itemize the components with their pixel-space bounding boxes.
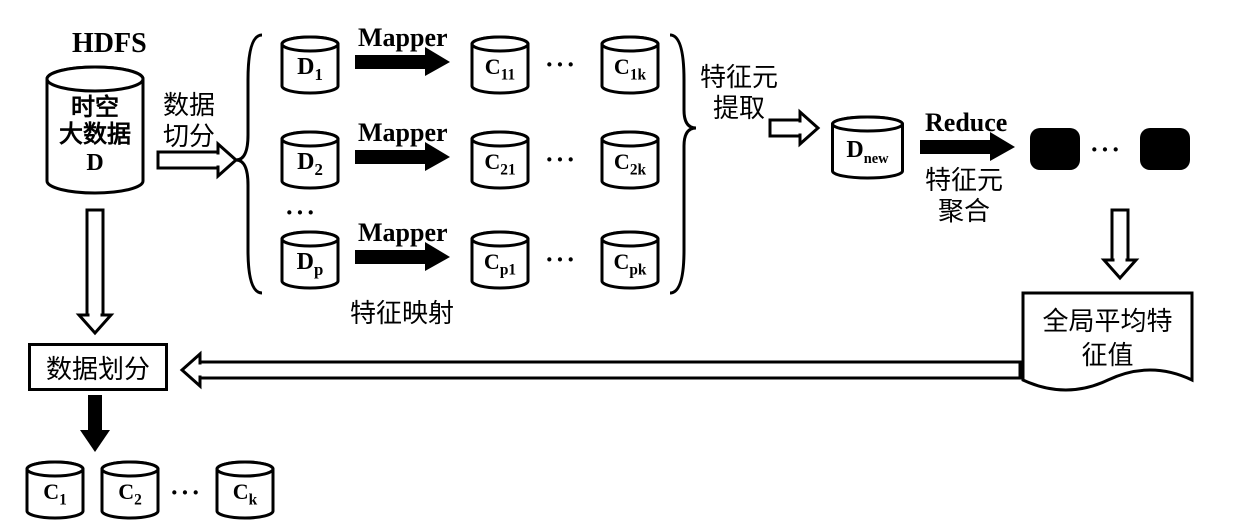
split-label: 数据 切分	[163, 90, 215, 152]
d-col-dots: ···	[285, 198, 317, 228]
bottom-dots: ···	[170, 478, 202, 508]
rd-l2: 征值	[1020, 339, 1195, 373]
cp1-c: C	[484, 249, 500, 274]
d2-c: D	[297, 149, 314, 175]
rd-l1: 全局平均特	[1020, 305, 1195, 339]
dp-c: D	[297, 249, 314, 275]
fa-l1: 特征元	[925, 165, 1003, 196]
split-l1: 数据	[163, 90, 215, 121]
split-l2: 切分	[163, 121, 215, 152]
c2k-c: C	[614, 149, 630, 174]
source-l2: 大数据	[59, 122, 131, 150]
c11-cylinder: C11	[470, 35, 530, 95]
cpk-cylinder: Cpk	[600, 230, 660, 290]
c11-c: C	[485, 54, 501, 79]
dnew-cylinder: Dnew	[830, 115, 905, 180]
feature-map-label: 特征映射	[350, 293, 454, 330]
row1-dots: ···	[545, 50, 577, 80]
fe-l2: 提取	[700, 93, 778, 124]
bc1-c: C	[43, 479, 59, 504]
fe-l1: 特征元	[700, 62, 778, 93]
c21-cylinder: C21	[470, 130, 530, 190]
cpk-s: pk	[629, 261, 646, 278]
source-cylinder: 时空 大数据 D	[45, 65, 145, 195]
dnew-c: D	[846, 137, 863, 163]
cp1-s: p1	[500, 261, 516, 278]
result-doc-text: 全局平均特 征值	[1020, 305, 1195, 373]
c1-cylinder: C1	[25, 460, 85, 520]
row2-dots: ···	[545, 145, 577, 175]
c1k-s: 1k	[630, 66, 646, 83]
d1-s: 1	[314, 65, 322, 84]
c1k-c: C	[614, 54, 630, 79]
partition-label: 数据划分	[46, 349, 150, 386]
c2k-s: 2k	[630, 161, 646, 178]
source-l3: D	[59, 150, 131, 178]
rowp-dots: ···	[545, 245, 577, 275]
reduce-label: Reduce	[925, 108, 1007, 138]
result-dots: ···	[1090, 135, 1122, 165]
mapper-label-3: Mapper	[358, 218, 448, 248]
mapper-label-2: Mapper	[358, 118, 448, 148]
c21-s: 21	[500, 161, 515, 178]
ck-cylinder: Ck	[215, 460, 275, 520]
source-l1: 时空	[59, 95, 131, 123]
dnew-s: new	[864, 151, 889, 167]
bc2-c: C	[118, 479, 134, 504]
result-block-2	[1140, 128, 1190, 170]
feature-extract-label: 特征元 提取	[700, 62, 778, 124]
c2k-cylinder: C2k	[600, 130, 660, 190]
bc1-s: 1	[59, 491, 67, 508]
dp-cylinder: Dp	[280, 230, 340, 290]
c2-cylinder: C2	[100, 460, 160, 520]
c1k-cylinder: C1k	[600, 35, 660, 95]
d1-cylinder: D1	[280, 35, 340, 95]
c11-s: 11	[501, 66, 516, 83]
c21-c: C	[484, 149, 500, 174]
fa-l2: 聚合	[925, 196, 1003, 227]
feature-agg-label: 特征元 聚合	[925, 165, 1003, 227]
bc2-s: 2	[134, 491, 142, 508]
d2-cylinder: D2	[280, 130, 340, 190]
dp-s: p	[314, 260, 323, 279]
partition-box: 数据划分	[28, 343, 168, 391]
mapper-label-1: Mapper	[358, 23, 448, 53]
bck-s: k	[249, 491, 258, 508]
d2-s: 2	[314, 160, 322, 179]
d1-c: D	[297, 54, 314, 80]
result-block-1	[1030, 128, 1080, 170]
cpk-c: C	[613, 249, 629, 274]
hdfs-label: HDFS	[72, 28, 147, 60]
cp1-cylinder: Cp1	[470, 230, 530, 290]
bck-c: C	[233, 479, 249, 504]
